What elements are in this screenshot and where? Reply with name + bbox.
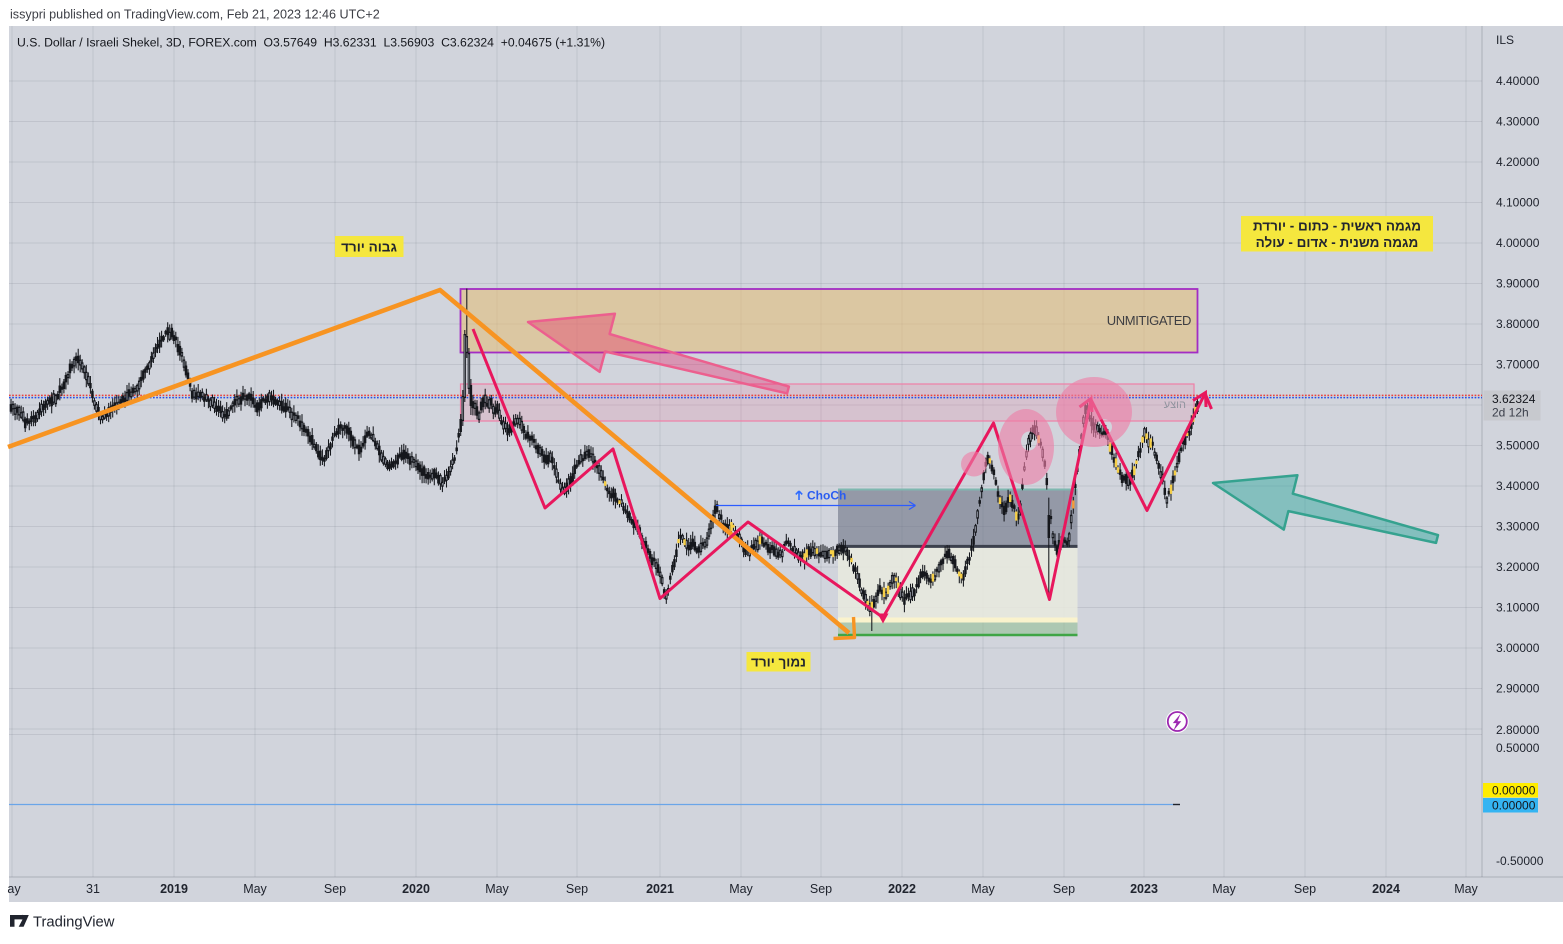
svg-text:Sep: Sep — [324, 882, 346, 896]
svg-text:2d 12h: 2d 12h — [1492, 406, 1529, 420]
svg-text:TradingView: TradingView — [33, 915, 115, 931]
svg-text:3.10000: 3.10000 — [1496, 601, 1540, 615]
svg-text:31: 31 — [86, 882, 100, 896]
svg-text:0.50000: 0.50000 — [1496, 741, 1540, 755]
svg-text:ay: ay — [7, 882, 21, 896]
svg-text:May: May — [243, 882, 267, 896]
svg-text:Sep: Sep — [566, 882, 588, 896]
svg-text:UNMITIGATED: UNMITIGATED — [1107, 313, 1191, 328]
svg-text:ILS: ILS — [1496, 33, 1514, 47]
svg-text:4.00000: 4.00000 — [1496, 236, 1540, 250]
svg-text:May: May — [971, 882, 995, 896]
svg-text:מגמה ראשית - כתום - יורדת: מגמה ראשית - כתום - יורדת — [1253, 219, 1421, 234]
svg-text:3.80000: 3.80000 — [1496, 317, 1540, 331]
svg-text:גבוה יורד: גבוה יורד — [341, 240, 397, 255]
svg-text:2.90000: 2.90000 — [1496, 682, 1540, 696]
svg-text:0.00000: 0.00000 — [1492, 799, 1536, 813]
svg-text:2021: 2021 — [646, 882, 674, 896]
svg-text:3.62324: 3.62324 — [1492, 392, 1536, 406]
svg-text:3.30000: 3.30000 — [1496, 520, 1540, 534]
svg-text:0.00000: 0.00000 — [1492, 784, 1536, 798]
svg-text:ChoCh: ChoCh — [807, 489, 846, 503]
svg-text:4.40000: 4.40000 — [1496, 74, 1540, 88]
svg-text:May: May — [485, 882, 509, 896]
svg-text:May: May — [1212, 882, 1236, 896]
svg-text:2.80000: 2.80000 — [1496, 723, 1540, 737]
svg-text:2024: 2024 — [1372, 882, 1400, 896]
svg-text:3.90000: 3.90000 — [1496, 277, 1540, 291]
svg-text:Sep: Sep — [1053, 882, 1075, 896]
svg-text:Sep: Sep — [810, 882, 832, 896]
svg-text:הוצע: הוצע — [1164, 399, 1186, 411]
svg-text:May: May — [1454, 882, 1478, 896]
svg-text:נמוך יורד: נמוך יורד — [751, 655, 806, 670]
svg-text:4.20000: 4.20000 — [1496, 155, 1540, 169]
svg-text:May: May — [729, 882, 753, 896]
svg-text:-0.50000: -0.50000 — [1496, 854, 1544, 868]
svg-text:issypri published on TradingVi: issypri published on TradingView.com, Fe… — [10, 8, 380, 22]
svg-text:3.50000: 3.50000 — [1496, 439, 1540, 453]
svg-text:3.70000: 3.70000 — [1496, 358, 1540, 372]
svg-text:3.40000: 3.40000 — [1496, 479, 1540, 493]
svg-text:2022: 2022 — [888, 882, 916, 896]
svg-text:3.20000: 3.20000 — [1496, 560, 1540, 574]
svg-text:מגמה משנית - אדום - עולה: מגמה משנית - אדום - עולה — [1256, 235, 1419, 250]
svg-text:2020: 2020 — [402, 882, 430, 896]
svg-text:4.10000: 4.10000 — [1496, 196, 1540, 210]
svg-text:Sep: Sep — [1294, 882, 1316, 896]
svg-text:4.30000: 4.30000 — [1496, 115, 1540, 129]
svg-text:U.S. Dollar / Israeli Shekel,: U.S. Dollar / Israeli Shekel, 3D, FOREX.… — [17, 36, 605, 50]
svg-text:3.00000: 3.00000 — [1496, 641, 1540, 655]
svg-text:2019: 2019 — [160, 882, 188, 896]
svg-text:2023: 2023 — [1130, 882, 1158, 896]
